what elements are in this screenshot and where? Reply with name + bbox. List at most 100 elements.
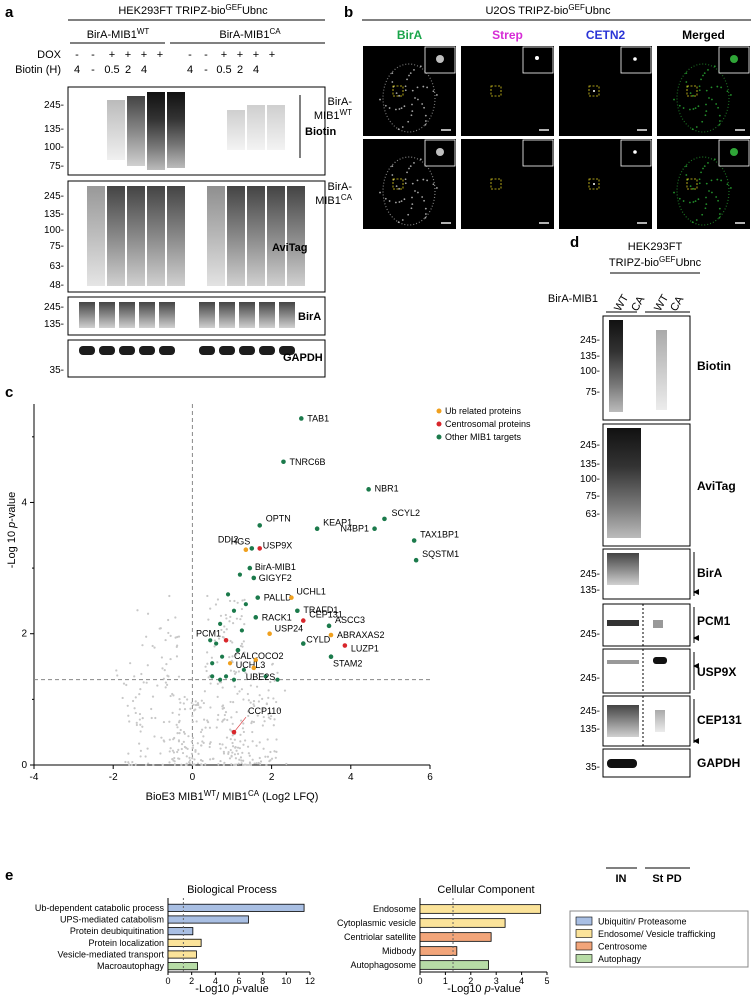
go-bar xyxy=(167,903,305,912)
panel-a: a HEK293FT TRIPZ-bioGEFUbnc BirA-MIB1WT … xyxy=(5,3,336,378)
speckle xyxy=(411,196,413,199)
bg-point xyxy=(167,631,170,635)
bg-point xyxy=(115,669,118,672)
bg-point xyxy=(179,701,182,704)
dox-value: - xyxy=(188,49,192,61)
bg-point xyxy=(163,669,166,672)
dox-value: - xyxy=(204,49,208,61)
speckle xyxy=(711,191,713,194)
bg-point xyxy=(165,663,168,666)
bg-point xyxy=(200,763,204,767)
mw-tick: 100- xyxy=(44,142,64,153)
bg-point xyxy=(168,750,171,753)
go-legend-swatch xyxy=(575,929,593,938)
bg-point xyxy=(196,762,200,765)
speckle xyxy=(421,196,424,198)
lane-label: WT xyxy=(652,292,671,313)
bg-point xyxy=(146,664,149,667)
speckle xyxy=(409,72,412,74)
inset-signal xyxy=(730,148,738,156)
volcano-xlabel: BioE3 MIB1WT/ MIB1CA (Log2 LFQ) xyxy=(146,789,319,803)
bg-point xyxy=(134,696,137,699)
bg-point xyxy=(138,742,141,745)
bg-point xyxy=(189,707,192,710)
bg-point xyxy=(128,763,131,766)
biotin-value: - xyxy=(204,64,208,76)
bg-point xyxy=(221,686,224,689)
bg-point xyxy=(151,695,155,698)
inset-signal xyxy=(633,150,637,154)
bg-point xyxy=(233,599,236,603)
point-label: DDI2 xyxy=(218,535,239,545)
biotin-value: - xyxy=(91,64,95,76)
speckle xyxy=(691,128,694,131)
inset xyxy=(522,46,554,74)
bg-point xyxy=(191,763,195,766)
bg-point xyxy=(247,699,250,702)
bg-point xyxy=(267,713,270,716)
bg-point xyxy=(187,735,190,738)
go-legend-swatch xyxy=(575,941,593,951)
sig-point xyxy=(263,674,268,679)
bg-point xyxy=(257,700,261,703)
bg-point xyxy=(231,655,234,658)
speckle xyxy=(388,107,391,109)
band xyxy=(607,428,641,538)
go-term-label: Centriolar satellite xyxy=(344,932,416,942)
bg-point xyxy=(168,720,171,723)
bg-point xyxy=(239,740,242,743)
go-bar xyxy=(419,932,492,942)
point-label: CALCOCO2 xyxy=(234,651,284,661)
bg-point xyxy=(222,763,225,766)
bg-point xyxy=(216,682,219,685)
bg-point xyxy=(188,761,191,764)
cell-outline xyxy=(382,63,436,133)
bg-point xyxy=(204,665,207,668)
bg-point xyxy=(141,717,144,720)
mw-tick: 100- xyxy=(44,225,64,236)
bg-point xyxy=(255,762,258,765)
bg-point xyxy=(172,759,175,762)
speckle xyxy=(673,191,675,194)
bg-point xyxy=(180,763,183,766)
bg-point xyxy=(134,711,137,715)
blot-a-avitag-label: AviTag xyxy=(272,242,307,254)
bg-point xyxy=(194,700,197,703)
speckle xyxy=(689,92,692,95)
bg-point xyxy=(258,694,261,697)
speckle xyxy=(705,196,707,199)
bg-point xyxy=(266,738,269,741)
bg-point xyxy=(231,641,234,644)
bg-point xyxy=(249,763,253,767)
speckle xyxy=(717,106,719,109)
mw-tick: 35- xyxy=(50,365,64,376)
speckle xyxy=(384,197,387,200)
bg-point xyxy=(235,749,238,752)
bg-point xyxy=(193,758,196,761)
bg-point xyxy=(207,618,210,621)
speckle xyxy=(710,86,713,89)
bg-point xyxy=(269,717,272,720)
bg-point xyxy=(236,601,239,604)
bg-point xyxy=(242,759,245,762)
labeled-point xyxy=(267,631,272,637)
bg-point xyxy=(236,746,240,749)
go-bar xyxy=(167,938,202,947)
dox-value: + xyxy=(141,49,147,61)
go-bar xyxy=(419,946,458,956)
bg-point xyxy=(175,655,179,658)
bg-point xyxy=(231,741,234,745)
panel-b-title: U2OS TRIPZ-bioGEFUbnc xyxy=(485,3,611,17)
bg-point xyxy=(248,754,251,757)
labeled-point xyxy=(342,643,348,648)
dox-row-label: DOX xyxy=(37,49,62,61)
bg-point xyxy=(233,670,236,673)
bg-point xyxy=(153,735,156,738)
bira-band xyxy=(259,302,275,328)
bg-point xyxy=(270,757,274,760)
cc-title: Cellular Component xyxy=(437,884,534,896)
bg-point xyxy=(285,762,288,766)
bg-point xyxy=(249,684,252,687)
gapdh-band xyxy=(119,346,135,355)
bg-point xyxy=(236,752,240,756)
